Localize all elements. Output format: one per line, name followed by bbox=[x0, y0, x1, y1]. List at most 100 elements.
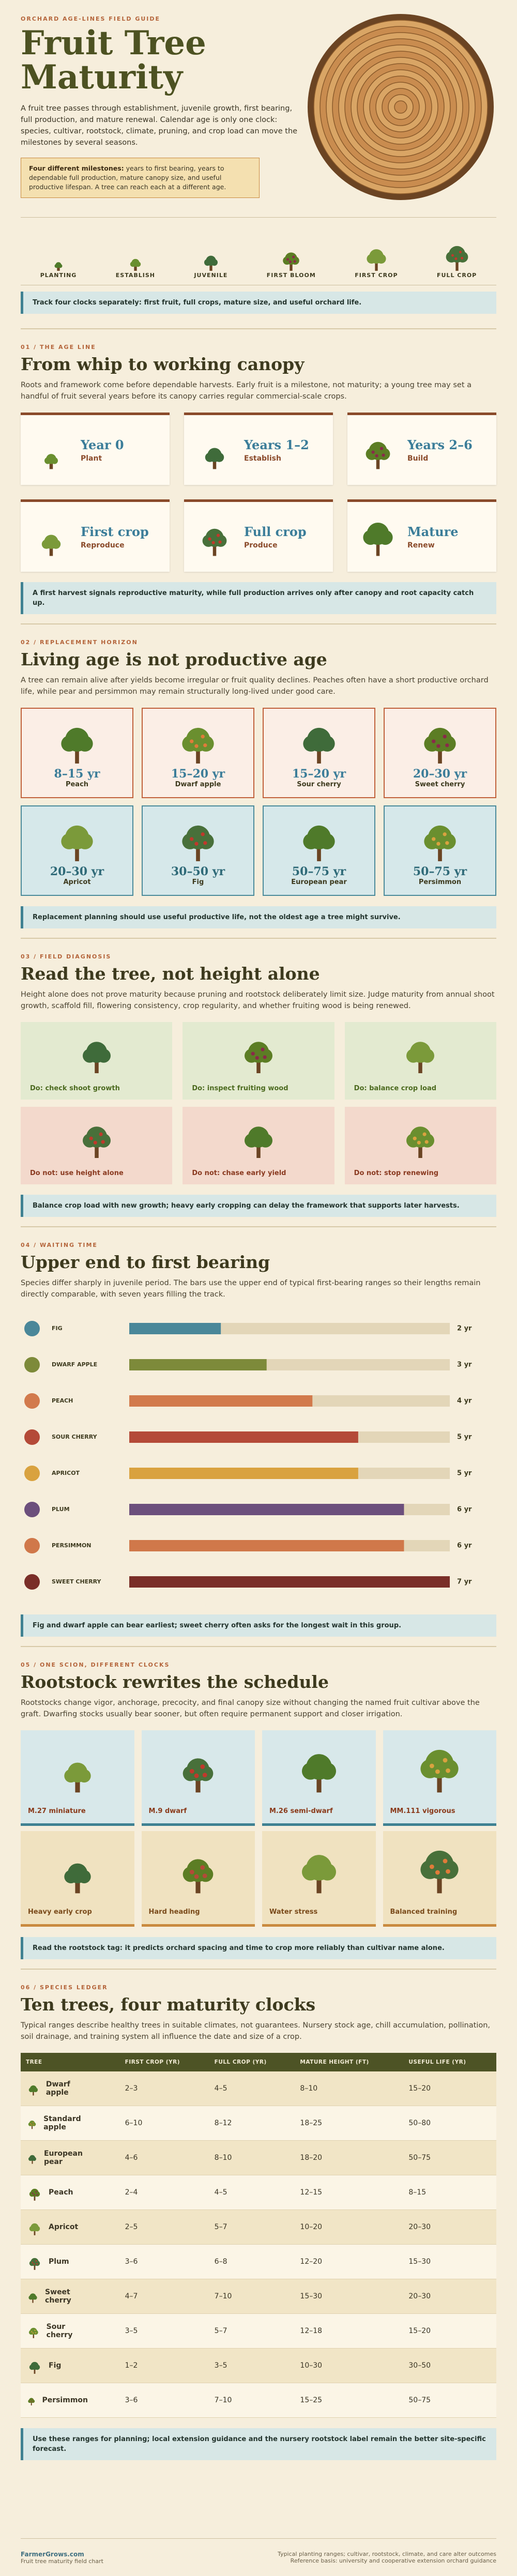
category-label: DWARF APPLE bbox=[52, 1361, 97, 1368]
card-value: 50–75 yr bbox=[413, 865, 467, 878]
tree-icon bbox=[301, 1855, 336, 1894]
table-row: Persimmon 3–6 7–10 15–25 50–75 bbox=[21, 2383, 496, 2418]
stage-strip: PLANTING ESTABLISH JUVENILE FIRST BLOOM FIRS… bbox=[21, 217, 496, 285]
canopy bbox=[77, 1870, 91, 1884]
column-header: MATURE HEIGHT (FT) bbox=[295, 2053, 404, 2071]
card-label: MM.111 vigorous bbox=[390, 1807, 455, 1815]
note: Balance crop load with new growth; heavy… bbox=[21, 1195, 496, 1217]
column-header: TREE bbox=[21, 2053, 120, 2071]
fruit bbox=[32, 2262, 34, 2263]
fruit-icon bbox=[24, 1466, 40, 1481]
card-label: M.9 dwarf bbox=[148, 1807, 187, 1815]
category-label: APRICOT bbox=[52, 1470, 80, 1476]
fruit bbox=[251, 1051, 255, 1056]
card-label: European pear bbox=[291, 878, 347, 886]
table-cell: 12–20 bbox=[295, 2244, 404, 2279]
tree-name: Fig bbox=[26, 2357, 88, 2374]
section: 01 / THE AGE LINE From whip to working ca… bbox=[21, 328, 496, 623]
fruit bbox=[32, 2401, 34, 2402]
trunk bbox=[438, 841, 442, 861]
fruit bbox=[31, 2331, 33, 2333]
trunk bbox=[196, 743, 200, 764]
card: Full crop Produce bbox=[184, 499, 333, 572]
table-cell: 4–7 bbox=[119, 2279, 209, 2314]
value-label: 7 yr bbox=[457, 1578, 472, 1586]
card-value: 20–30 yr bbox=[413, 767, 467, 781]
canopy bbox=[303, 736, 319, 752]
value-label: 6 yr bbox=[457, 1506, 472, 1514]
table-cell: 12–18 bbox=[295, 2313, 404, 2349]
canopy bbox=[61, 833, 77, 849]
canopy bbox=[35, 2226, 40, 2232]
table-cell: 6–8 bbox=[209, 2244, 295, 2279]
card-grid: 8–15 yr Peach 15–20 yr Dwarf apple 15–20 yr S… bbox=[21, 708, 496, 896]
table-cell: 15–20 bbox=[403, 2313, 496, 2349]
card-text: Year 0 Plant bbox=[81, 437, 124, 463]
card-value: 15–20 yr bbox=[171, 767, 225, 781]
tree-icon bbox=[420, 1749, 459, 1793]
fruit bbox=[459, 251, 462, 254]
canopy bbox=[210, 259, 218, 266]
tree-name: Persimmon bbox=[26, 2391, 88, 2409]
section-text: A tree can remain alive after yields bec… bbox=[21, 676, 489, 696]
table-row: Sweet cherry 4–7 7–10 15–30 20–30 bbox=[21, 2279, 496, 2314]
trunk bbox=[212, 540, 217, 556]
table-cell: 8–15 bbox=[403, 2175, 496, 2210]
stage: FULL CROP bbox=[437, 239, 477, 279]
value-label: 6 yr bbox=[457, 1542, 472, 1550]
brand: FarmerGrows.com bbox=[21, 2550, 84, 2558]
fruit-icon bbox=[24, 1429, 40, 1445]
fruit bbox=[33, 2263, 35, 2265]
card-label: M.26 semi-dwarf bbox=[269, 1807, 333, 1815]
card: 30–50 yr Fig bbox=[142, 805, 254, 896]
canopy bbox=[61, 736, 77, 752]
tree-name: Peach bbox=[26, 2184, 88, 2201]
note: A first harvest signals reproductive mat… bbox=[21, 582, 496, 614]
tree-name: Sweet cherry bbox=[26, 2288, 88, 2305]
tree-icon bbox=[283, 252, 300, 271]
table-cell: 2–5 bbox=[119, 2209, 209, 2245]
table-cell: 3–6 bbox=[119, 2244, 209, 2279]
trunk bbox=[34, 2228, 36, 2235]
card: Do not: stop renewing bbox=[344, 1107, 496, 1184]
tree-icon bbox=[446, 246, 468, 271]
trunk bbox=[438, 743, 442, 764]
column-header: USEFUL LIFE (YR) bbox=[403, 2053, 496, 2071]
canopy bbox=[77, 1769, 91, 1783]
card-label: Renew bbox=[407, 541, 435, 550]
section: 02 / REPLACEMENT HORIZON Living age is no… bbox=[21, 623, 496, 938]
card-value: 30–50 yr bbox=[171, 865, 225, 878]
table-cell: 2–3 bbox=[119, 2071, 209, 2106]
canopy bbox=[301, 1863, 319, 1881]
fruit bbox=[293, 260, 296, 263]
stage: ESTABLISH bbox=[116, 239, 155, 279]
canopy bbox=[182, 833, 198, 849]
table-cell: 50–75 bbox=[403, 2140, 496, 2175]
fruit bbox=[446, 1869, 451, 1874]
bar bbox=[129, 1431, 358, 1443]
tree-name: Apricot bbox=[26, 2218, 88, 2236]
note: Track four clocks separately: first frui… bbox=[21, 292, 496, 314]
fruit bbox=[33, 2194, 35, 2196]
trunk bbox=[375, 258, 378, 271]
card: Water stress bbox=[262, 1831, 376, 1927]
section-text: Rootstocks change vigor, anchorage, prec… bbox=[21, 1699, 480, 1718]
tree-icon bbox=[28, 2398, 35, 2406]
fruit bbox=[190, 1769, 194, 1774]
fruit bbox=[413, 1136, 417, 1140]
canopy bbox=[378, 529, 393, 545]
canopy bbox=[244, 1133, 258, 1148]
card: Heavy early crop bbox=[21, 1831, 134, 1927]
tree-name: Plum bbox=[26, 2253, 88, 2270]
card-grid: Do: check shoot growth Do: inspect fruiti… bbox=[21, 1022, 496, 1184]
card: Years 1–2 Establish bbox=[184, 413, 333, 485]
canopy bbox=[215, 452, 224, 462]
fruit bbox=[36, 2193, 38, 2196]
canopy bbox=[420, 1759, 440, 1778]
tree-icon bbox=[183, 1758, 214, 1793]
fruit bbox=[101, 1140, 105, 1144]
canopy bbox=[446, 251, 457, 263]
canopy bbox=[130, 261, 135, 267]
table-cell: 3–6 bbox=[119, 2383, 209, 2418]
card-text: Years 1–2 Establish bbox=[244, 437, 309, 463]
